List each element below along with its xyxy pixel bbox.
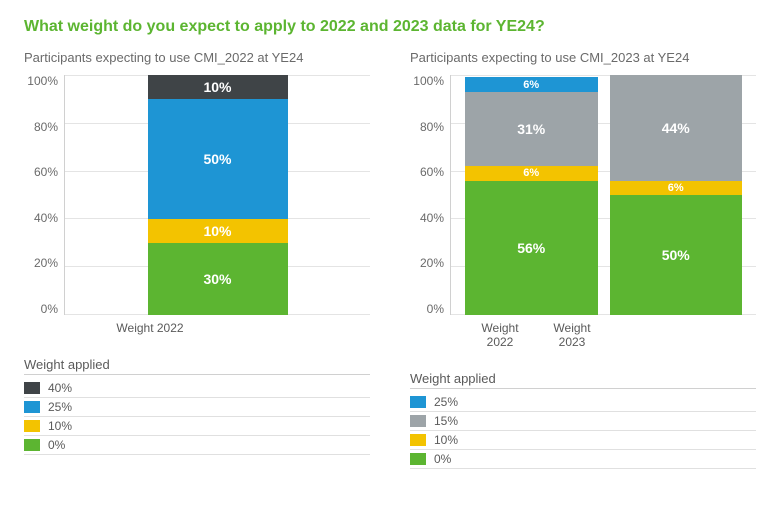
- legend-label: 0%: [48, 438, 65, 452]
- bar-segment: 30%: [148, 243, 288, 315]
- right-legend: Weight applied 25% 15% 10% 0%: [410, 371, 756, 469]
- y-axis: 100% 80% 60% 40% 20% 0%: [410, 75, 450, 315]
- bar-segment: 50%: [610, 195, 743, 315]
- y-tick: 100%: [27, 75, 58, 87]
- legend-swatch: [24, 382, 40, 394]
- legend-swatch: [410, 434, 426, 446]
- bar-segment: 6%: [465, 77, 598, 91]
- left-legend: Weight applied 40% 25% 10% 0%: [24, 357, 370, 455]
- legend-item: 25%: [410, 393, 756, 412]
- page-title: What weight do you expect to apply to 20…: [24, 18, 756, 36]
- left-panel: Participants expecting to use CMI_2022 a…: [24, 50, 370, 469]
- legend-swatch: [24, 420, 40, 432]
- bar-segment: 6%: [610, 181, 743, 195]
- y-tick: 40%: [420, 212, 444, 224]
- legend-swatch: [410, 453, 426, 465]
- right-subtitle: Participants expecting to use CMI_2023 a…: [410, 50, 756, 65]
- bar-segment: 10%: [148, 75, 288, 99]
- legend-item: 0%: [24, 436, 370, 455]
- legend-label: 10%: [434, 433, 458, 447]
- x-label: Weight 2023: [542, 321, 602, 349]
- legend-item: 10%: [24, 417, 370, 436]
- legend-label: 10%: [48, 419, 72, 433]
- legend-item: 25%: [24, 398, 370, 417]
- legend-title: Weight applied: [410, 371, 756, 389]
- y-tick: 20%: [34, 257, 58, 269]
- y-tick: 80%: [34, 121, 58, 133]
- right-panel: Participants expecting to use CMI_2023 a…: [410, 50, 756, 469]
- y-tick: 80%: [420, 121, 444, 133]
- y-tick: 100%: [413, 75, 444, 87]
- legend-swatch: [410, 415, 426, 427]
- x-label: Weight 2022: [84, 321, 216, 335]
- legend-swatch: [410, 396, 426, 408]
- bar-segment: 56%: [465, 181, 598, 315]
- right-chart: 100% 80% 60% 40% 20% 0% 6%31%6%56%44%6%5…: [410, 75, 756, 315]
- legend-label: 25%: [434, 395, 458, 409]
- y-axis: 100% 80% 60% 40% 20% 0%: [24, 75, 64, 315]
- x-label: Weight 2022: [470, 321, 530, 349]
- bar-segment: 44%: [610, 75, 743, 181]
- bar-segment: 10%: [148, 219, 288, 243]
- legend-item: 10%: [410, 431, 756, 450]
- bar-segment: 50%: [148, 99, 288, 219]
- legend-label: 15%: [434, 414, 458, 428]
- legend-item: 0%: [410, 450, 756, 469]
- stacked-bar: 10%50%10%30%: [148, 75, 288, 315]
- y-tick: 0%: [41, 303, 58, 315]
- bar-segment: 31%: [465, 92, 598, 166]
- legend-swatch: [24, 401, 40, 413]
- legend-title: Weight applied: [24, 357, 370, 375]
- y-tick: 60%: [420, 166, 444, 178]
- left-subtitle: Participants expecting to use CMI_2022 a…: [24, 50, 370, 65]
- legend-item: 15%: [410, 412, 756, 431]
- left-chart: 100% 80% 60% 40% 20% 0% 10%50%10%30%: [24, 75, 370, 315]
- y-tick: 60%: [34, 166, 58, 178]
- y-tick: 0%: [427, 303, 444, 315]
- bar-segment: 6%: [465, 166, 598, 180]
- legend-label: 40%: [48, 381, 72, 395]
- legend-label: 25%: [48, 400, 72, 414]
- y-tick: 20%: [420, 257, 444, 269]
- legend-swatch: [24, 439, 40, 451]
- legend-item: 40%: [24, 379, 370, 398]
- y-tick: 40%: [34, 212, 58, 224]
- stacked-bar: 6%31%6%56%: [465, 75, 598, 315]
- legend-label: 0%: [434, 452, 451, 466]
- stacked-bar: 44%6%50%: [610, 75, 743, 315]
